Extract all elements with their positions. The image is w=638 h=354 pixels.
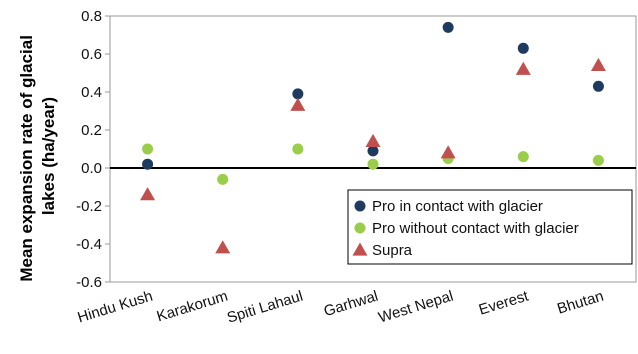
y-tick-label: 0.4 [81, 84, 102, 101]
y-tick-label: -0.2 [76, 198, 102, 215]
plot-border [109, 15, 637, 283]
x-category-label: Karakorum [155, 288, 230, 326]
data-point [517, 151, 529, 163]
data-point [215, 240, 231, 254]
legend-marker [354, 222, 366, 234]
x-category-label: Everest [477, 287, 531, 318]
data-point [292, 143, 304, 155]
x-category-label: West Nepal [376, 288, 455, 327]
data-point [142, 158, 154, 170]
x-category-label: Spiti Lahaul [225, 288, 305, 327]
x-category-label: Bhutan [555, 288, 605, 318]
y-tick-label: 0.2 [81, 122, 102, 139]
legend-marker [352, 242, 368, 256]
legend-label: Supra [372, 242, 413, 259]
data-point [442, 21, 454, 33]
data-point [592, 80, 604, 92]
data-point [440, 145, 456, 159]
data-point [292, 88, 304, 100]
legend-label: Pro in contact with glacier [372, 198, 543, 215]
y-tick-label: 0.8 [81, 8, 102, 25]
y-tick-label: 0.6 [81, 46, 102, 63]
legend-marker [354, 200, 366, 212]
data-point [517, 42, 529, 54]
data-point [217, 173, 229, 185]
data-point [367, 158, 379, 170]
y-axis-ticks: 0.8 0.6 0.4 0.2 0.0 -0.2 -0.4 -0.6 [76, 8, 110, 291]
x-category-label: Hindu Kush [76, 288, 155, 327]
data-point [365, 133, 381, 148]
data-point [590, 57, 606, 72]
y-tick-label: -0.4 [76, 236, 102, 253]
y-axis-title-line-2: lakes (ha/year) [39, 97, 58, 215]
data-point [142, 143, 154, 155]
y-axis-title: Mean expansion rate of glacial lakes (ha… [17, 30, 58, 281]
data-point [140, 187, 156, 201]
data-point [592, 154, 604, 166]
x-category-label: Garhwal [322, 288, 380, 321]
legend: Pro in contact with glacier Pro without c… [347, 189, 633, 265]
legend-box [347, 189, 633, 265]
y-tick-label: 0.0 [81, 160, 102, 177]
y-tick-label: -0.6 [76, 274, 102, 291]
data-point [515, 61, 531, 75]
data-point [367, 145, 379, 157]
y-axis-title-line-1: Mean expansion rate of glacial [17, 35, 36, 282]
legend-label: Pro without contact with glacier [372, 220, 579, 237]
data-points [140, 21, 606, 254]
data-point [290, 97, 306, 111]
